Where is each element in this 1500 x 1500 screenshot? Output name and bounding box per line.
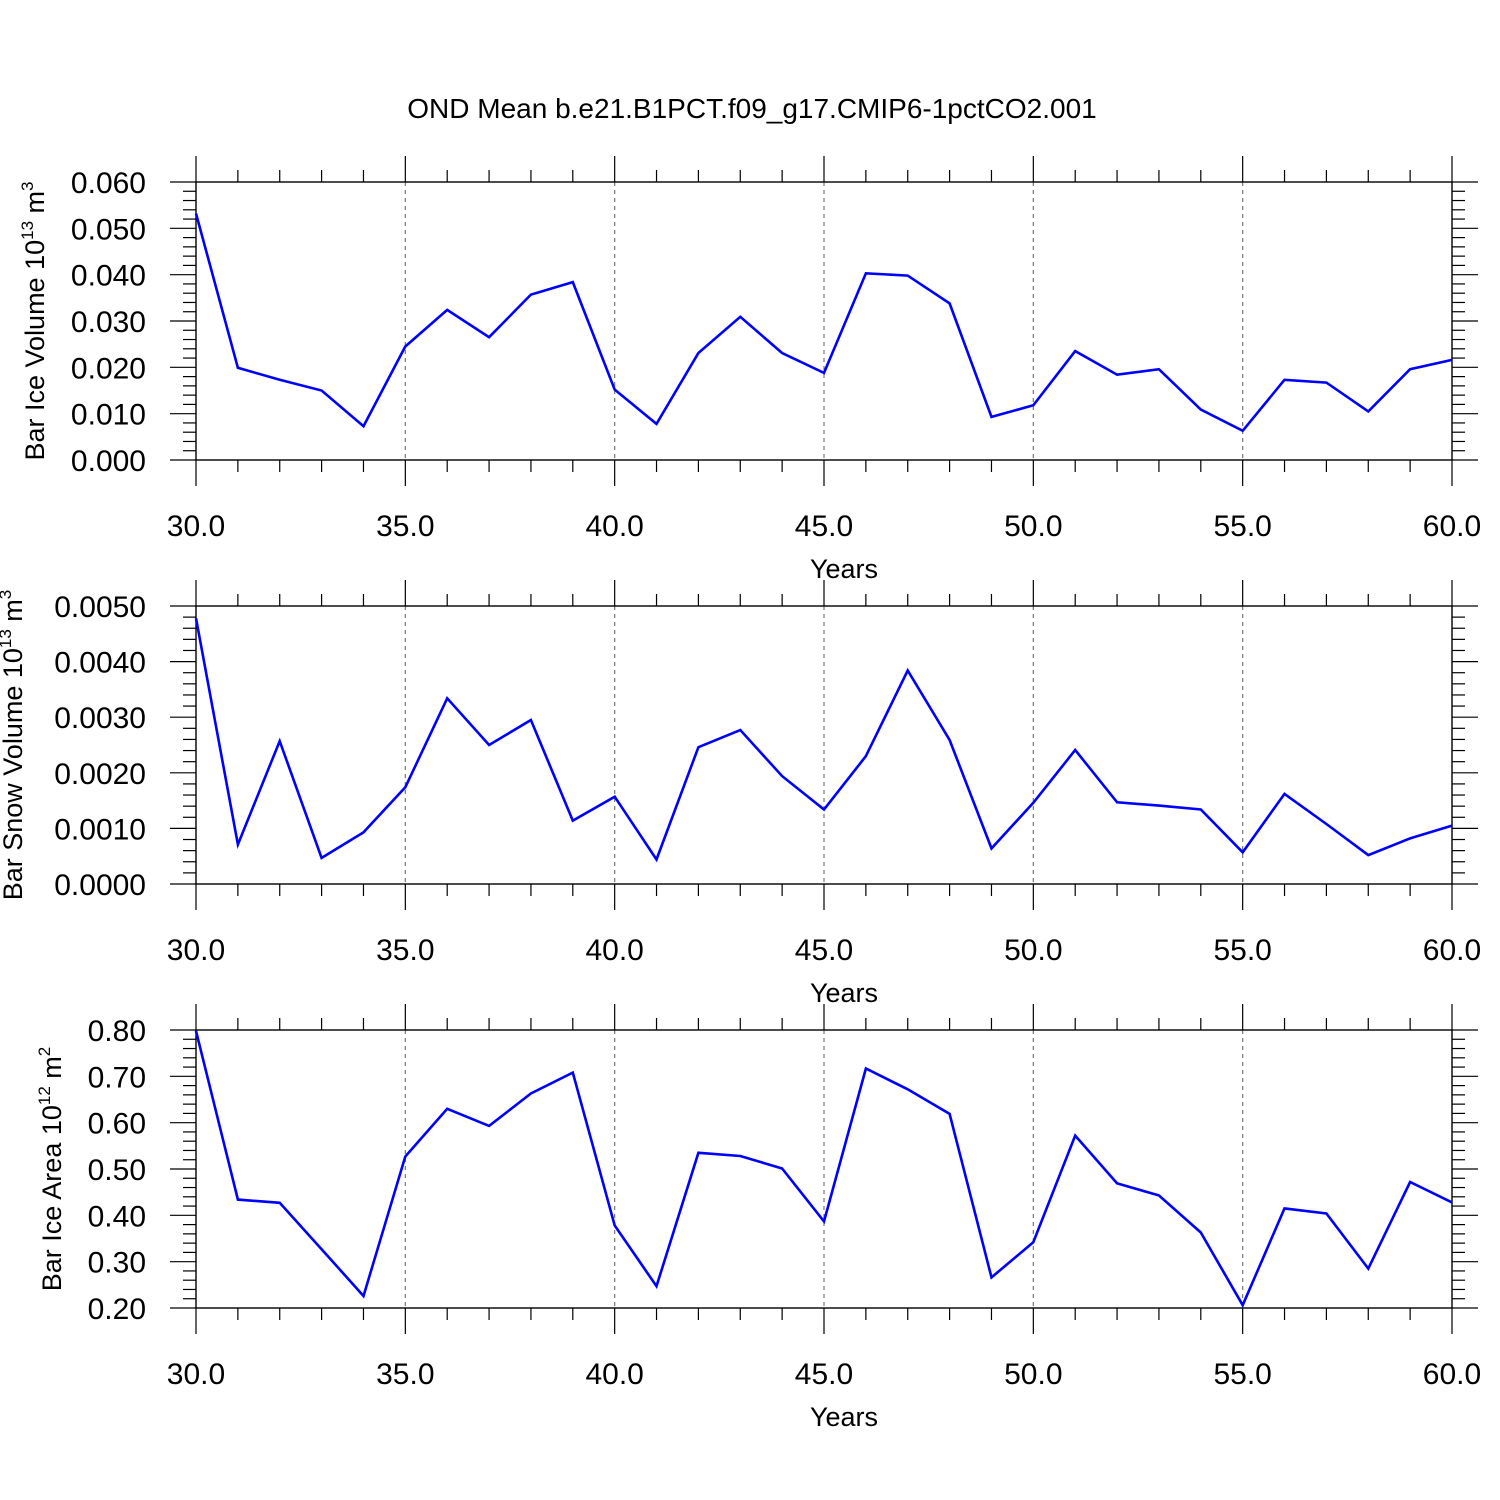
x-axis-label: Years (810, 554, 878, 584)
x-tick-label: 50.0 (1004, 510, 1062, 543)
y-tick-label: 0.0050 (54, 591, 146, 624)
y-tick-label: 0.000 (71, 445, 146, 478)
y-tick-label: 0.60 (88, 1108, 146, 1141)
y-tick-label: 0.050 (71, 213, 146, 246)
x-tick-label: 35.0 (376, 510, 434, 543)
x-tick-label: 40.0 (585, 934, 643, 967)
series-line (194, 1030, 1453, 1309)
y-tick-label: 0.010 (71, 399, 146, 432)
x-tick-label: 45.0 (795, 934, 853, 967)
y-axis-label: Bar Snow Volume 1013 m3 (0, 590, 28, 901)
series-line (194, 617, 1453, 863)
x-axis-label: Years (810, 1402, 878, 1432)
x-tick-label: 40.0 (585, 510, 643, 543)
x-tick-label: 35.0 (376, 934, 434, 967)
y-tick-label: 0.0010 (54, 813, 146, 846)
y-tick-label: 0.70 (88, 1061, 146, 1094)
x-tick-label: 50.0 (1004, 1358, 1062, 1391)
y-tick-label: 0.0030 (54, 702, 146, 735)
x-tick-label: 30.0 (167, 1358, 225, 1391)
panel-ice-area: 30.0 35.0 40.0 45.0 50.0 55.0 60.0 0.20 0.30 0.40… (35, 1004, 1481, 1432)
y-tick-label: 0.20 (88, 1293, 146, 1326)
x-tick-label: 50.0 (1004, 934, 1062, 967)
y-tick-label: 0.0000 (54, 869, 146, 902)
x-tick-label: 60.0 (1423, 510, 1481, 543)
series-line (194, 213, 1453, 433)
panel-ice-volume: 30.0 35.0 40.0 45.0 50.0 55.0 60.0 0.000 0.010 0.… (18, 156, 1481, 584)
x-tick-label: 40.0 (585, 1358, 643, 1391)
y-tick-label: 0.40 (88, 1200, 146, 1233)
y-tick-label: 0.040 (71, 260, 146, 293)
y-tick-label: 0.80 (88, 1015, 146, 1048)
y-tick-label: 0.060 (71, 167, 146, 200)
x-tick-label: 30.0 (167, 934, 225, 967)
x-tick-label: 35.0 (376, 1358, 434, 1391)
y-tick-label: 0.030 (71, 306, 146, 339)
x-axis-label: Years (810, 978, 878, 1008)
x-tick-label: 55.0 (1213, 1358, 1271, 1391)
x-tick-label: 60.0 (1423, 934, 1481, 967)
y-tick-label: 0.0020 (54, 758, 146, 791)
x-tick-label: 30.0 (167, 510, 225, 543)
y-tick-label: 0.50 (88, 1154, 146, 1187)
figure-title: OND Mean b.e21.B1PCT.f09_g17.CMIP6-1pctC… (407, 93, 1096, 124)
x-tick-label: 45.0 (795, 1358, 853, 1391)
y-axis-label: Bar Ice Area 1012 m2 (35, 1047, 67, 1292)
x-tick-label: 55.0 (1213, 510, 1271, 543)
x-tick-label: 60.0 (1423, 1358, 1481, 1391)
y-tick-label: 0.0040 (54, 647, 146, 680)
x-tick-label: 45.0 (795, 510, 853, 543)
x-tick-label: 55.0 (1213, 934, 1271, 967)
panel-snow-volume: 30.0 35.0 40.0 45.0 50.0 55.0 60.0 0.0000 0.0010… (0, 580, 1481, 1008)
y-tick-label: 0.020 (71, 352, 146, 385)
y-axis-label: Bar Ice Volume 1013 m3 (18, 181, 50, 460)
y-tick-label: 0.30 (88, 1247, 146, 1280)
